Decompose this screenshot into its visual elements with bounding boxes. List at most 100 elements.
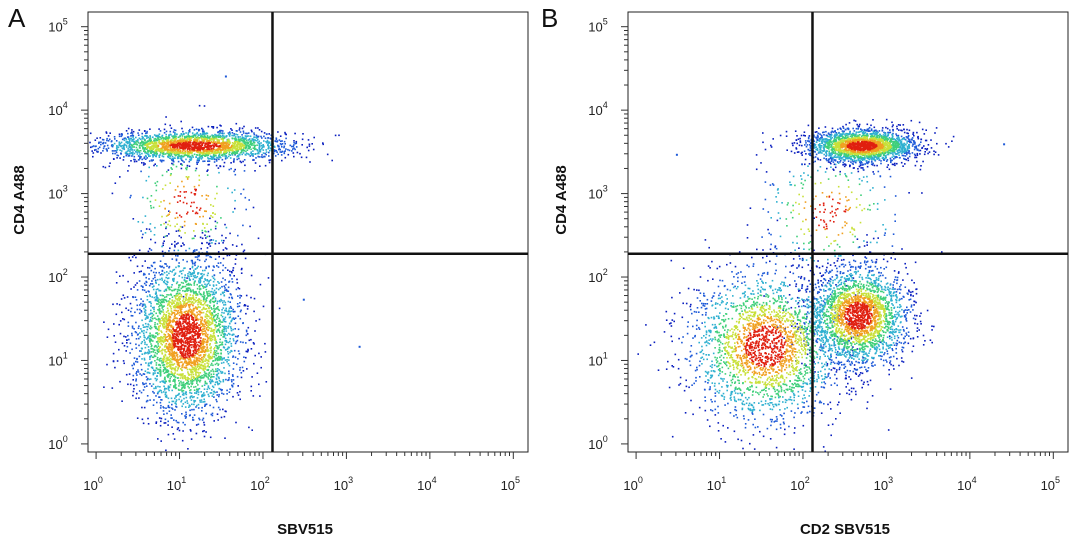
event-dot: [200, 322, 202, 325]
event-dot: [225, 328, 227, 330]
event-dot: [200, 399, 203, 401]
event-dot: [225, 154, 227, 157]
event-dot: [203, 400, 206, 403]
event-dot: [206, 235, 209, 238]
event-dot: [171, 372, 173, 374]
event-dot: [166, 286, 169, 288]
event-dot: [203, 133, 205, 136]
event-dot: [268, 133, 270, 135]
event-dot: [158, 368, 160, 371]
event-dot: [227, 341, 230, 344]
event-dot: [218, 346, 220, 349]
event-dot: [189, 297, 191, 299]
event-dot: [132, 143, 135, 146]
event-dot: [135, 347, 138, 349]
event-dot: [199, 312, 201, 314]
event-dot: [237, 287, 239, 289]
event-dot: [235, 141, 237, 143]
event-dot: [217, 383, 219, 386]
event-dot: [146, 197, 149, 200]
event-dot: [164, 146, 167, 149]
event-dot: [213, 315, 215, 318]
event-dot: [168, 330, 171, 332]
event-dot: [245, 137, 247, 139]
event-dot: [216, 347, 218, 350]
event-dot: [222, 393, 225, 395]
event-dot: [264, 351, 267, 353]
event-dot: [144, 135, 146, 137]
event-dot: [151, 312, 154, 315]
event-dot: [295, 142, 298, 145]
event-dot: [215, 291, 217, 294]
event-dot: [169, 321, 172, 324]
event-dot: [269, 147, 272, 149]
event-dot: [175, 258, 178, 261]
event-dot: [235, 150, 238, 152]
event-dot: [174, 313, 176, 316]
event-dot: [206, 304, 209, 306]
event-dot: [151, 306, 154, 309]
event-dot: [207, 324, 210, 326]
event-dot: [231, 281, 234, 283]
event-dot: [166, 146, 169, 148]
event-dot: [174, 138, 177, 141]
event-dot: [166, 340, 169, 343]
event-dot: [222, 264, 224, 267]
event-dot: [152, 390, 154, 393]
event-dot: [178, 305, 181, 307]
event-dot: [131, 134, 134, 137]
event-dot: [159, 265, 162, 268]
event-dot: [189, 397, 192, 399]
event-dot: [193, 230, 195, 232]
event-dot: [209, 295, 211, 297]
event-dot: [204, 363, 206, 365]
event-dot: [247, 147, 249, 150]
event-dot: [285, 137, 287, 140]
event-dot: [222, 361, 225, 364]
event-dot: [171, 363, 174, 366]
event-dot: [134, 296, 137, 298]
event-dot: [244, 164, 246, 167]
event-dot: [185, 303, 187, 305]
event-dot: [156, 356, 159, 359]
event-dot: [221, 392, 223, 395]
event-dot: [248, 426, 250, 429]
event-dot: [214, 213, 216, 215]
event-dot: [171, 355, 173, 357]
event-dot: [163, 335, 165, 338]
event-dot: [194, 357, 196, 359]
event-dot: [170, 286, 173, 288]
event-dot: [189, 409, 191, 412]
event-dot: [173, 274, 175, 276]
event-dot: [248, 199, 250, 201]
event-dot: [159, 389, 161, 392]
event-dot: [161, 343, 163, 346]
event-dot: [145, 281, 148, 284]
event-dot: [295, 146, 298, 148]
event-dot: [129, 352, 131, 354]
event-dot: [178, 385, 180, 387]
event-dot: [184, 401, 187, 404]
event-dot: [210, 204, 212, 206]
event-dot: [130, 146, 132, 148]
event-dot: [230, 349, 232, 352]
event-dot: [159, 152, 162, 154]
event-dot: [210, 329, 213, 331]
event-dot: [151, 348, 154, 350]
event-dot: [200, 367, 203, 370]
event-dot: [168, 355, 171, 358]
event-dot: [201, 127, 203, 130]
event-dot: [209, 305, 211, 307]
event-dot: [192, 294, 194, 297]
event-dot: [284, 150, 286, 152]
event-dot: [171, 303, 173, 306]
event-dot: [164, 366, 166, 369]
event-dot: [207, 354, 209, 357]
event-dot: [190, 275, 192, 277]
event-dot: [212, 317, 215, 319]
event-dot: [169, 344, 171, 346]
event-dot: [211, 287, 214, 290]
event-dot: [186, 284, 189, 286]
event-dot: [174, 129, 177, 132]
event-dot: [189, 391, 191, 394]
